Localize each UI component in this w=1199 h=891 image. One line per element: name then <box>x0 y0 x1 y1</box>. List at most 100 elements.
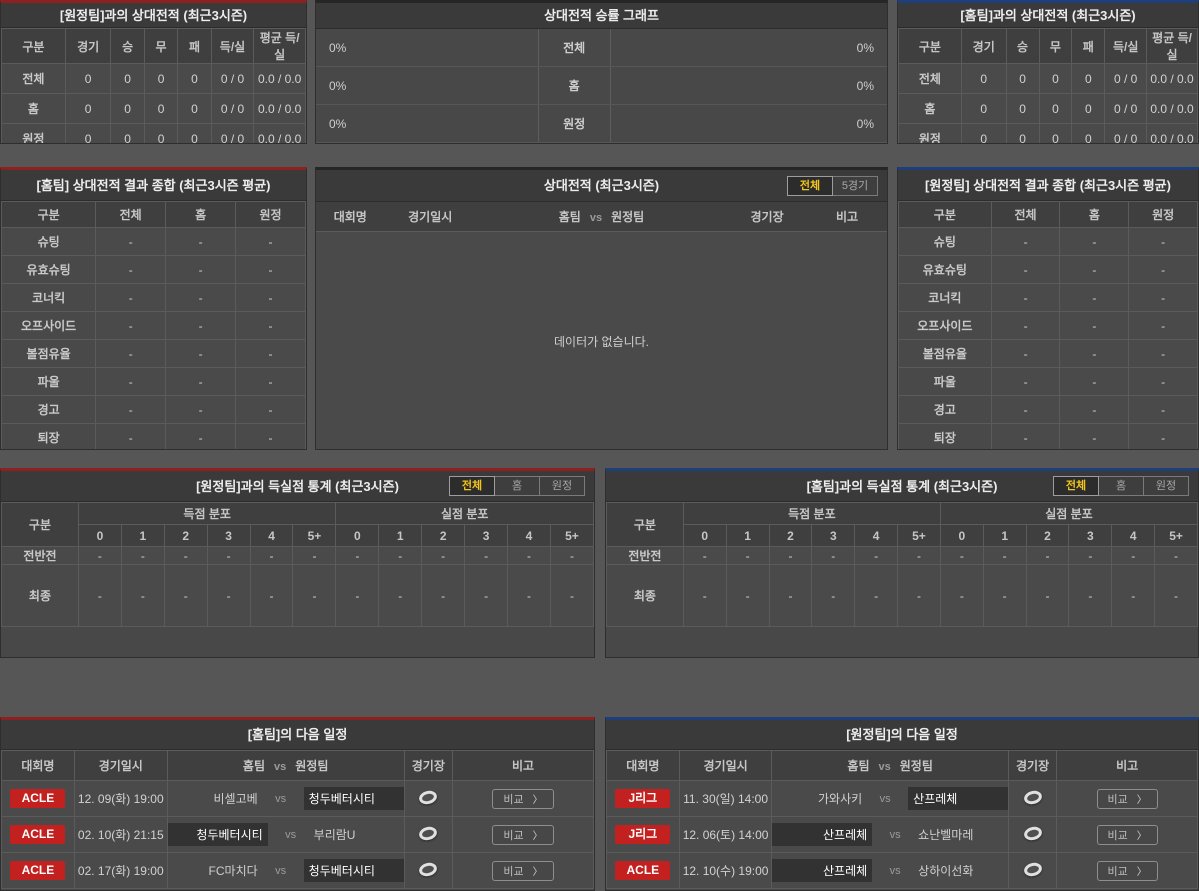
column-header: 전체 <box>95 201 167 228</box>
scored-0: - <box>77 564 122 627</box>
conceded-5plus: - <box>549 546 594 565</box>
compare-button[interactable]: 비교 〉 <box>1096 788 1158 809</box>
stadium-icon[interactable] <box>418 824 439 842</box>
stat-away: - <box>1128 423 1198 449</box>
panel-title: 상대전적 (최근3시즌) <box>543 178 660 193</box>
stat-label: 오프사이드 <box>898 311 992 340</box>
cell-goals: 0 / 0 <box>210 63 255 94</box>
stat-home: - <box>1059 367 1130 396</box>
cell-games: 0 <box>64 123 112 143</box>
goals-home-table: 구분 득점 분포 실점 분포 0 1 2 3 4 5+ 0 1 2 3 4 5+ 전반전 - - - … <box>606 502 1198 627</box>
league-badge: ACLE <box>615 861 671 880</box>
table-row: 오프사이드 - - - <box>1 311 306 340</box>
stadium-icon[interactable] <box>1022 860 1043 878</box>
away-bar-area: 0% <box>611 29 887 66</box>
compare-button[interactable]: 비교 〉 <box>492 788 554 809</box>
scored-2: - <box>768 564 813 627</box>
conceded-1: - <box>378 546 423 565</box>
schedule-row: ACLE 02. 10(화) 21:15 청두베터시티 vs 부리람U 비교 〉 <box>1 816 594 853</box>
goal-count-header: 3 <box>811 524 856 547</box>
note-cell: 비교 〉 <box>1056 780 1198 817</box>
tab[interactable]: 홈 <box>1098 476 1144 496</box>
stadium-icon[interactable] <box>418 788 439 806</box>
stat-away: - <box>235 283 306 312</box>
goal-count-header: 0 <box>682 524 727 547</box>
panel-title-bar: [홈팀]과의 득실점 통계 (최근3시즌) 전체 홈 원정 <box>606 471 1198 502</box>
stadium-cell <box>403 852 454 889</box>
vs-label: vs <box>275 792 287 805</box>
header-home: 홈팀 <box>558 210 581 224</box>
stat-total: - <box>95 367 167 396</box>
header-away: 원정팀 <box>899 759 933 773</box>
scored-5plus: - <box>897 546 941 565</box>
conceded-4: - <box>507 546 551 565</box>
winrate-row: 0% 홈 0% <box>316 67 887 105</box>
goal-count-header: 1 <box>982 524 1027 547</box>
column-header: 전체 <box>990 201 1061 228</box>
scored-4: - <box>249 564 294 627</box>
header-note: 비고 <box>1056 750 1198 781</box>
stat-away: - <box>1128 311 1198 340</box>
column-header: 득/실 <box>1104 28 1148 64</box>
group-header-row: 구분 득점 분포 실점 분포 <box>1 502 594 547</box>
table-row: 전체 0 0 0 0 0 / 0 0.0 / 0.0 <box>1 63 306 94</box>
tab[interactable]: 전체 <box>787 175 833 196</box>
row-label: 전반전 <box>1 546 79 565</box>
column-header: 경기 <box>64 28 112 64</box>
tab[interactable]: 원정 <box>1143 476 1189 496</box>
winrate-row-label: 전체 <box>539 29 611 66</box>
stat-away: - <box>235 423 306 449</box>
tab[interactable]: 전체 <box>1053 476 1099 496</box>
empty-message: 데이터가 없습니다. <box>316 232 887 449</box>
league-cell: J리그 <box>606 816 680 853</box>
stat-home: - <box>1059 255 1130 284</box>
table-row: 슈팅 - - - <box>1 227 306 256</box>
cell-goals: 0 / 0 <box>210 123 255 143</box>
header-match: 홈팀 vs 원정팀 <box>771 750 1009 781</box>
goal-count-header: 5+ <box>1154 524 1198 547</box>
cell-losses: 0 <box>1071 93 1106 124</box>
compare-button[interactable]: 비교 〉 <box>492 860 554 881</box>
cell-wins: 0 <box>110 123 145 143</box>
goal-count-header: 4 <box>507 524 551 547</box>
cell-losses: 0 <box>177 93 212 124</box>
match-cell: FC마치다 vs 청두베터시티 <box>166 852 405 889</box>
conceded-group-header: 실점 분포 <box>939 502 1198 525</box>
conceded-3: - <box>464 564 509 627</box>
header-league: 대회명 <box>333 210 367 224</box>
compare-button[interactable]: 비교 〉 <box>1096 824 1158 845</box>
cell-games: 0 <box>960 63 1007 94</box>
goal-count-header: 2 <box>163 524 208 547</box>
scored-1: - <box>120 564 165 627</box>
tab[interactable]: 원정 <box>539 476 585 496</box>
cell-avg-goals: 0.0 / 0.0 <box>253 123 306 143</box>
table-row: 퇴장 - - - <box>1 423 306 449</box>
tab[interactable]: 전체 <box>449 476 495 496</box>
cell-games: 0 <box>960 123 1007 143</box>
stadium-icon[interactable] <box>1022 824 1043 842</box>
match-datetime: 11. 30(일) 14:00 <box>678 780 773 817</box>
schedule-row: ACLE 02. 17(화) 19:00 FC마치다 vs 청두베터시티 비교 〉 <box>1 852 594 889</box>
compare-button[interactable]: 비교 〉 <box>1096 860 1158 881</box>
away-percent: 0% <box>856 116 874 131</box>
header-datetime: 경기일시 <box>678 750 773 781</box>
stat-away: - <box>1128 367 1198 396</box>
stadium-icon[interactable] <box>1022 788 1043 806</box>
column-header: 구분 <box>1 201 97 228</box>
vs-label: vs <box>879 792 891 805</box>
column-header: 경기 <box>960 28 1007 64</box>
header-datetime: 경기일시 <box>408 210 453 224</box>
goal-count-header: 0 <box>335 524 380 547</box>
stat-total: - <box>990 283 1061 312</box>
schedule-row: J리그 11. 30(일) 14:00 가와사키 vs 산프레체 비교 〉 <box>606 780 1198 817</box>
stadium-icon[interactable] <box>418 860 439 878</box>
panel-title-bar: 상대전적 (최근3시즌) 전체 5경기 <box>316 170 887 202</box>
table-row: 원정 0 0 0 0 0 / 0 0.0 / 0.0 <box>898 123 1198 143</box>
column-header: 득/실 <box>210 28 255 64</box>
tab[interactable]: 5경기 <box>832 175 878 196</box>
stat-away: - <box>235 367 306 396</box>
compare-button[interactable]: 비교 〉 <box>492 824 554 845</box>
tab[interactable]: 홈 <box>494 476 540 496</box>
conceded-2: - <box>1025 564 1070 627</box>
